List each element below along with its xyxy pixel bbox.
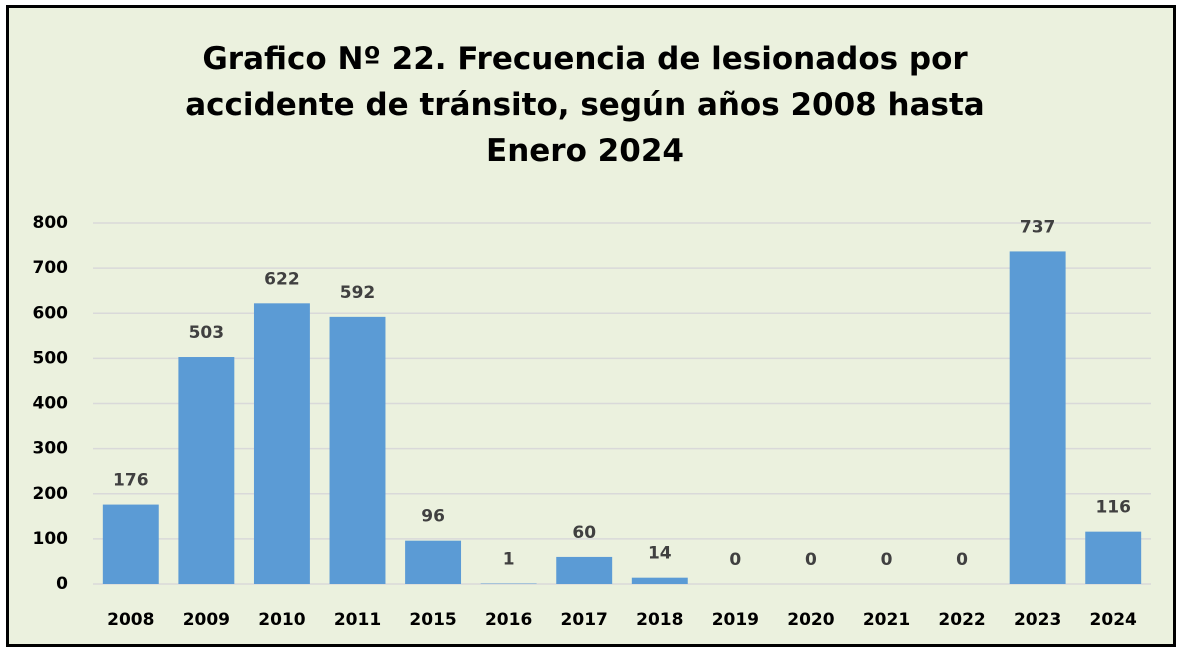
- x-tick-label: 2020: [787, 610, 834, 630]
- chart-title: Grafico Nº 22. Frecuencia de lesionados …: [185, 41, 985, 169]
- x-tick-label: 2018: [636, 610, 683, 630]
- bar: [631, 577, 688, 584]
- y-tick-label: 300: [33, 439, 69, 459]
- y-tick-label: 500: [33, 348, 69, 368]
- bar: [329, 316, 386, 584]
- y-tick-label: 0: [56, 574, 68, 594]
- y-tick-label: 700: [33, 258, 69, 278]
- x-tick-label: 2008: [107, 610, 154, 630]
- x-tick-label: 2009: [183, 610, 230, 630]
- data-label: 0: [956, 550, 968, 570]
- bar: [1085, 531, 1142, 584]
- bar: [253, 303, 310, 584]
- x-tick-label: 2023: [1014, 610, 1061, 630]
- data-label: 0: [729, 550, 741, 570]
- data-label: 96: [421, 507, 445, 527]
- data-label: 0: [881, 550, 893, 570]
- x-tick-label: 2011: [334, 610, 381, 630]
- x-tick-label: 2010: [258, 610, 305, 630]
- bar: [556, 556, 613, 584]
- data-label: 622: [264, 269, 300, 289]
- data-label: 14: [648, 544, 672, 564]
- bar: [405, 540, 462, 584]
- y-tick-label: 800: [33, 213, 69, 233]
- x-tick-label: 2015: [409, 610, 456, 630]
- x-tick-label: 2019: [712, 610, 759, 630]
- data-label: 116: [1095, 498, 1131, 518]
- data-label: 592: [340, 283, 376, 303]
- data-label: 60: [572, 523, 596, 543]
- y-tick-label: 600: [33, 303, 69, 323]
- x-tick-label: 2016: [485, 610, 532, 630]
- x-tick-label: 2017: [561, 610, 608, 630]
- data-label: 737: [1020, 217, 1056, 237]
- x-tick-label: 2021: [863, 610, 910, 630]
- data-label: 503: [189, 323, 225, 343]
- data-label: 176: [113, 471, 149, 491]
- y-tick-label: 400: [33, 394, 69, 414]
- bar: [1009, 251, 1066, 584]
- data-label: 1: [503, 550, 515, 570]
- y-tick-label: 200: [33, 484, 69, 504]
- x-tick-label: 2024: [1090, 610, 1137, 630]
- bar: [102, 504, 159, 584]
- data-label: 0: [805, 550, 817, 570]
- bar: [178, 357, 235, 584]
- x-tick-label: 2022: [938, 610, 985, 630]
- y-tick-label: 100: [33, 529, 69, 549]
